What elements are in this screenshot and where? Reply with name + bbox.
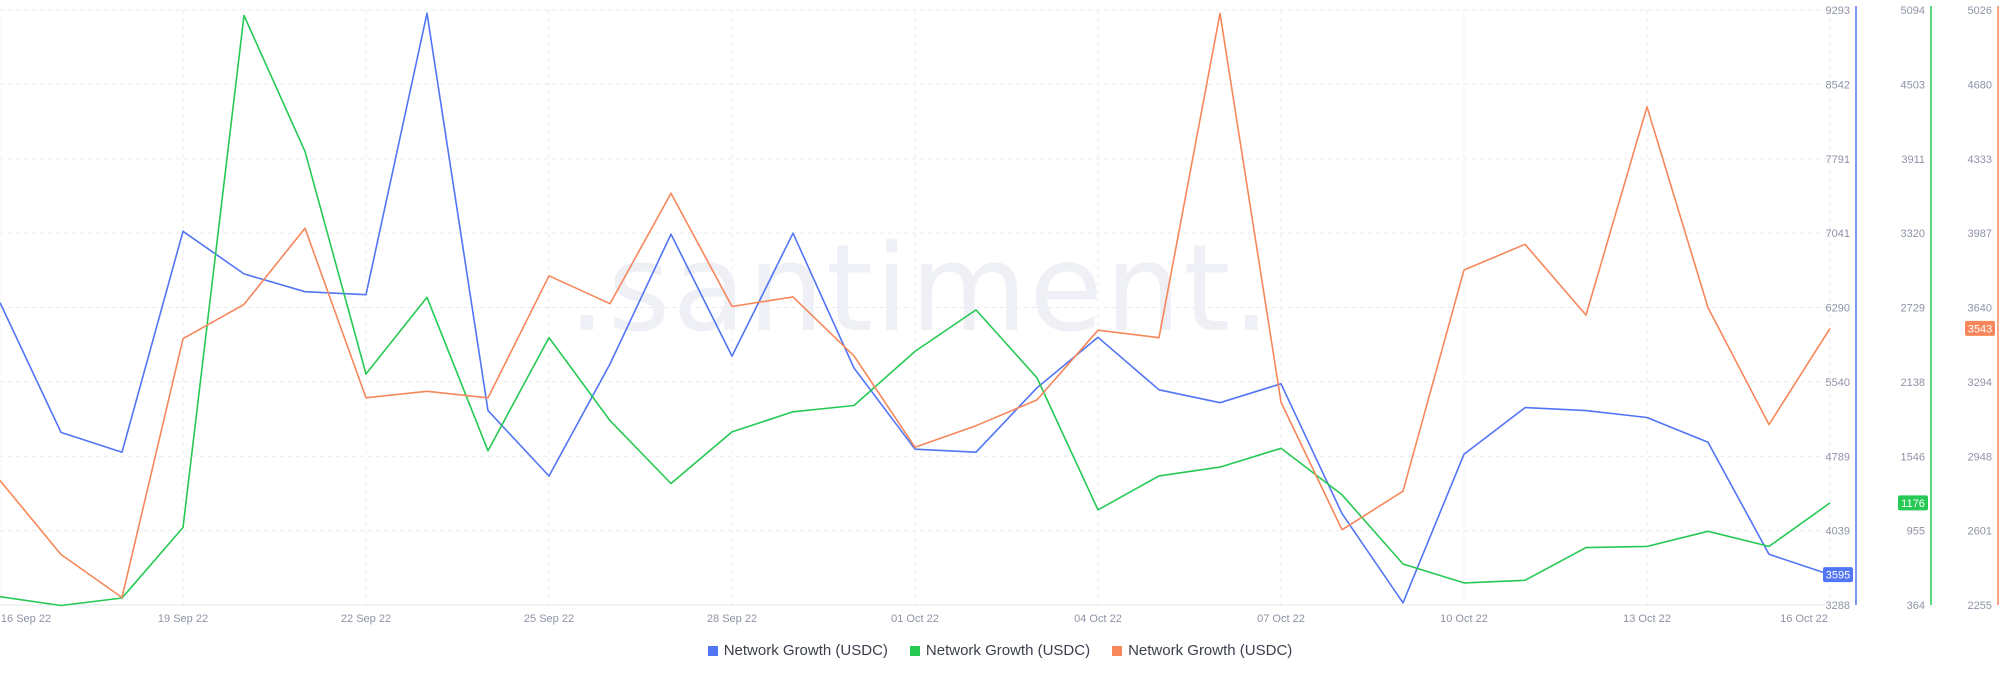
legend-label-2: Network Growth (USDC) <box>925 642 1091 659</box>
y-tick-label: 2138 <box>1901 377 1925 389</box>
legend-swatch-2 <box>909 645 920 656</box>
x-tick-label: 22 Sep 22 <box>341 613 391 625</box>
legend-label-3: Network Growth (USDC) <box>1128 642 1293 659</box>
y-tick-label: 3294 <box>1968 377 1992 389</box>
chart-canvas: .santiment. 16 Sep 22 19 Sep 22 22 Sep 22 2… <box>0 5 1999 625</box>
x-tick-label: 13 Oct 22 <box>1623 613 1671 625</box>
y-tick-label: 5094 <box>1901 5 1925 17</box>
x-axis: 16 Sep 22 19 Sep 22 22 Sep 22 25 Sep 22 28 S… <box>0 604 1830 625</box>
y-tick-label: 5026 <box>1968 5 1992 17</box>
series-line-1 <box>0 12 1831 604</box>
y-tick-label: 7041 <box>1826 228 1850 240</box>
y-tick-label: 4333 <box>1968 154 1992 166</box>
y-tick-label: 955 <box>1907 526 1925 538</box>
y-tick-label: 3987 <box>1968 228 1992 240</box>
legend-item-2[interactable]: Network Growth (USDC) <box>909 642 1091 659</box>
y-tick-label: 2601 <box>1968 526 1992 538</box>
y-tick-label: 4503 <box>1901 79 1925 91</box>
y-tick-label: 3320 <box>1901 228 1925 240</box>
y-tick-label: 1546 <box>1901 451 1925 463</box>
y-tick-label: 4789 <box>1826 451 1850 463</box>
y-tick-label: 7791 <box>1826 154 1850 166</box>
legend-swatch-3 <box>1112 645 1123 656</box>
x-tick-label: 16 Sep 22 <box>1 613 51 625</box>
santiment-watermark: .santiment. <box>568 220 1273 359</box>
x-tick-label: 19 Sep 22 <box>158 613 208 625</box>
series-line-2 <box>0 14 1831 607</box>
x-tick-label: 10 Oct 22 <box>1440 613 1488 625</box>
y-axes: 9293 8542 7791 7041 6290 5540 4789 4039 3288 5094… <box>1826 5 1999 612</box>
y-tick-label: 3640 <box>1968 303 1992 315</box>
y-tick-label: 3911 <box>1901 154 1925 166</box>
x-tick-label: 16 Oct 22 <box>1780 613 1828 625</box>
series-line-3 <box>0 12 1831 599</box>
legend-item-3[interactable]: Network Growth (USDC) <box>1112 642 1292 659</box>
last-value-badge-3 <box>1965 320 1995 336</box>
x-tick-label: 01 Oct 22 <box>891 613 939 625</box>
last-value-badge-2 <box>1898 495 1928 511</box>
last-value-label-3: 3543 <box>1968 323 1992 335</box>
y-tick-label: 364 <box>1907 600 1925 612</box>
x-tick-label: 07 Oct 22 <box>1257 613 1305 625</box>
last-value-badge-1 <box>1823 567 1853 583</box>
y-tick-label: 4039 <box>1826 526 1850 538</box>
y-tick-label: 2255 <box>1968 600 1992 612</box>
y-tick-label: 8542 <box>1826 79 1850 91</box>
y-tick-label: 5540 <box>1826 377 1850 389</box>
last-value-badges: 3595 1176 3543 <box>1823 320 1995 583</box>
legend: Network Growth (USDC) Network Growth (US… <box>0 642 2000 659</box>
y-tick-label: 9293 <box>1826 5 1850 17</box>
last-value-label-2: 1176 <box>1901 498 1925 510</box>
x-tick-label: 04 Oct 22 <box>1074 613 1122 625</box>
y-tick-label: 2729 <box>1901 303 1925 315</box>
y-tick-label: 6290 <box>1826 303 1850 315</box>
series-lines <box>0 12 1831 607</box>
y-tick-label: 3288 <box>1826 600 1850 612</box>
last-value-label-1: 3595 <box>1826 570 1850 582</box>
legend-swatch-1 <box>707 645 718 656</box>
y-tick-label: 4680 <box>1968 79 1992 91</box>
legend-item-1[interactable]: Network Growth (USDC) <box>707 642 888 659</box>
legend-label-1: Network Growth (USDC) <box>723 642 888 659</box>
x-tick-label: 28 Sep 22 <box>707 613 757 625</box>
x-tick-label: 25 Sep 22 <box>524 613 574 625</box>
y-tick-label: 2948 <box>1968 451 1992 463</box>
